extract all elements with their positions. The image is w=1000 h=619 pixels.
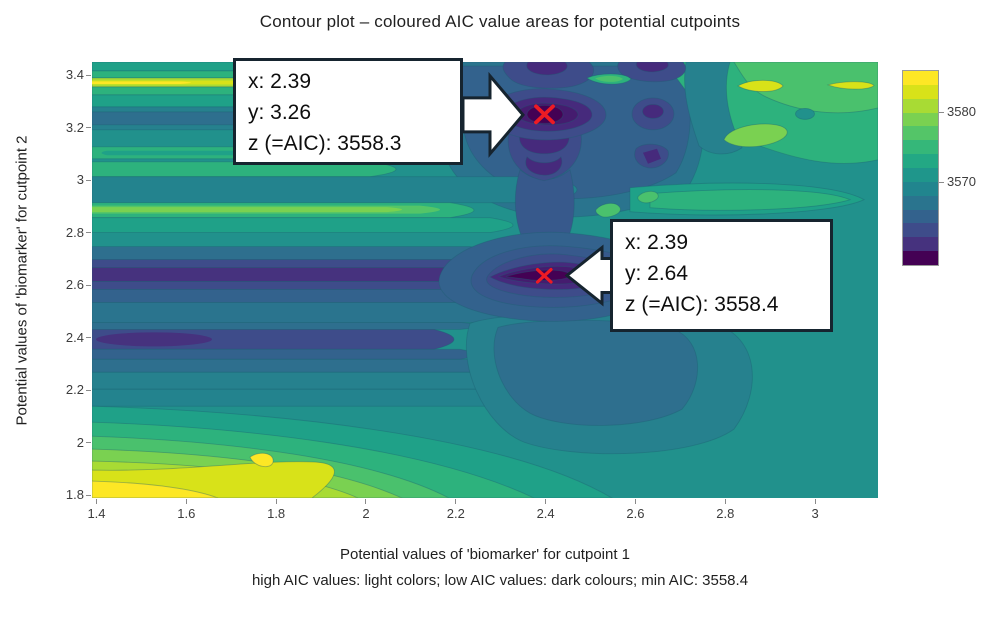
y-tick-mark [86,337,91,339]
x-axis-title: Potential values of 'biomarker' for cutp… [339,546,631,563]
y-tick-label: 3.2 [65,119,84,135]
x-tick-mark [185,499,187,504]
colorbar-band [903,251,938,266]
y-tick-label: 1.8 [65,487,84,503]
x-tick-label: 1.6 [177,506,196,521]
y-tick-label: 2.6 [65,277,84,293]
y-tick-label: 2.2 [65,382,84,398]
colorbar-band [903,140,938,155]
annotation-arrow-right-icon [461,71,525,158]
colorbar-band [903,71,938,85]
colorbar-band [903,112,938,127]
annotation-box-1: x: 2.39 y: 3.26 z (=AIC): 3558.3 [233,58,463,165]
colorbar-band [903,154,938,169]
minimum-1-marker-x-icon [534,104,555,125]
y-tick-label: 3 [76,172,84,188]
x-tick-label: 2.4 [536,506,555,521]
y-tick-mark [86,127,91,129]
x-tick-mark [724,499,726,504]
colorbar [902,70,939,266]
top-right-high-values [629,62,878,216]
y-tick-mark [86,389,91,391]
annotation-line: x: 2.39 [248,70,312,93]
y-tick-label: 2.8 [65,224,84,240]
annotation-line: y: 2.64 [625,261,689,285]
annotation-box-2: x: 2.39 y: 2.64 z (=AIC): 3558.4 [610,219,833,332]
x-tick-mark [365,499,367,504]
x-tick-mark [455,499,457,504]
y-tick-mark [86,179,91,181]
colorbar-band [903,126,938,141]
bottom-left-low-values [92,405,613,498]
y-tick-mark [86,284,91,286]
y-tick-label: 2.4 [65,329,84,345]
colorbar-band [903,209,938,224]
x-tick-mark [275,499,277,504]
colorbar-band [903,84,938,99]
annotation-line: x: 2.39 [625,231,689,254]
colorbar-band [903,168,938,182]
colorbar-tick-mark [939,181,944,183]
colorbar-tick-mark [939,111,944,113]
x-tick-mark [95,499,97,504]
x-tick-label: 3 [811,506,819,521]
x-tick-label: 2.6 [626,506,645,521]
y-tick-mark [86,232,91,234]
y-tick-mark [86,442,91,444]
x-tick-label: 2 [362,506,370,521]
colorbar-band [903,237,938,252]
x-tick-mark [634,499,636,504]
minimum-2-marker-x-icon [535,267,553,284]
x-tick-label: 2.2 [446,506,465,521]
colorbar-tick-label: 3570 [947,174,976,189]
y-axis-title: Potential values of 'biomarker' for cutp… [13,135,31,426]
x-tick-label: 2.8 [716,506,735,521]
y-tick-label: 3.4 [65,67,84,83]
colorbar-band [903,223,938,238]
colorbar-band [903,195,938,210]
x-tick-label: 1.4 [87,506,106,521]
x-tick-mark [545,499,547,504]
annotation-line: z (=AIC): 3558.3 [248,131,402,155]
colorbar-band [903,181,938,196]
y-tick-label: 2 [76,434,84,450]
y-tick-mark [86,494,91,496]
annotation-line: z (=AIC): 3558.4 [625,292,779,316]
colorbar-tick-label: 3580 [947,104,976,119]
y-tick-mark [86,74,91,76]
x-tick-label: 1.8 [267,506,286,521]
annotation-line: y: 3.26 [248,100,312,124]
chart-title: Contour plot – coloured AIC value areas … [259,12,741,31]
x-tick-mark [814,499,816,504]
caption: high AIC values: light colors; low AIC v… [251,572,749,589]
colorbar-band [903,98,938,113]
